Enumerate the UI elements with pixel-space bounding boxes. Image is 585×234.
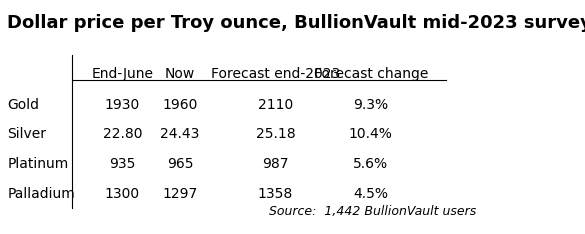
Text: Forecast end-2023: Forecast end-2023 — [211, 67, 340, 81]
Text: 1300: 1300 — [105, 187, 140, 201]
Text: Gold: Gold — [7, 98, 39, 112]
Text: 2110: 2110 — [258, 98, 293, 112]
Text: 22.80: 22.80 — [103, 127, 142, 141]
Text: Dollar price per Troy ounce, BullionVault mid-2023 survey: Dollar price per Troy ounce, BullionVaul… — [7, 14, 585, 32]
Text: 10.4%: 10.4% — [349, 127, 393, 141]
Text: Forecast change: Forecast change — [314, 67, 428, 81]
Text: 987: 987 — [262, 157, 289, 171]
Text: Platinum: Platinum — [7, 157, 68, 171]
Text: Silver: Silver — [7, 127, 46, 141]
Text: 1960: 1960 — [163, 98, 198, 112]
Text: 25.18: 25.18 — [256, 127, 295, 141]
Text: Now: Now — [165, 67, 195, 81]
Text: 4.5%: 4.5% — [353, 187, 388, 201]
Text: 965: 965 — [167, 157, 194, 171]
Text: 935: 935 — [109, 157, 136, 171]
Text: 1358: 1358 — [258, 187, 293, 201]
Text: End-June: End-June — [91, 67, 153, 81]
Text: Source:  1,442 BullionVault users: Source: 1,442 BullionVault users — [269, 205, 476, 218]
Text: 9.3%: 9.3% — [353, 98, 388, 112]
Text: Palladium: Palladium — [7, 187, 75, 201]
Text: 1297: 1297 — [163, 187, 198, 201]
Text: 1930: 1930 — [105, 98, 140, 112]
Text: 24.43: 24.43 — [160, 127, 200, 141]
Text: 5.6%: 5.6% — [353, 157, 388, 171]
